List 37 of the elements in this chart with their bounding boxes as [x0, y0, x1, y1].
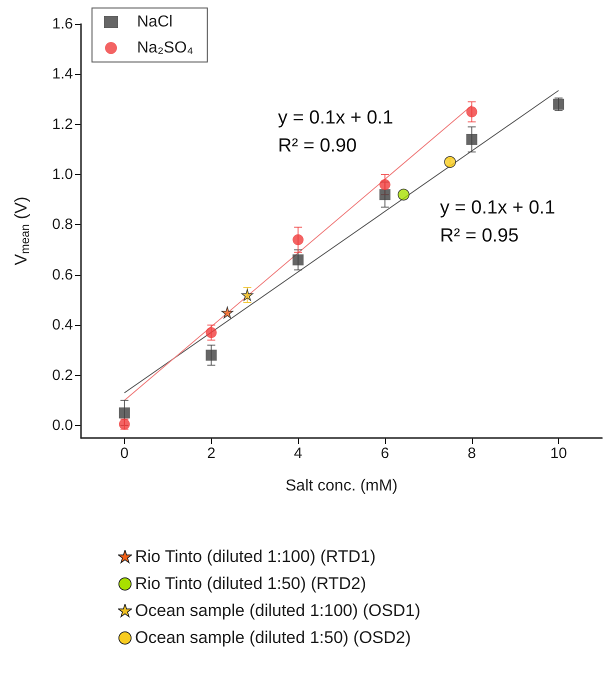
point	[206, 350, 217, 361]
legend-label: Na₂SO₄	[137, 40, 194, 56]
y-tick-label: 0.8	[52, 216, 73, 234]
legend-label: Rio Tinto (diluted 1:100) (RTD1)	[135, 546, 376, 566]
point	[398, 188, 410, 201]
y-axis-title: Vmean (V)	[12, 196, 32, 266]
point	[292, 254, 304, 266]
y-tick-label: 1.6	[52, 16, 73, 32]
y-tick-label: 1.4	[52, 66, 73, 83]
x-tick-label: 2	[207, 445, 216, 462]
point	[292, 234, 304, 246]
point	[466, 134, 478, 145]
x-tick-label: 8	[468, 445, 476, 462]
point	[241, 289, 254, 301]
x-axis-title: Salt conc. (mM)	[285, 478, 398, 494]
legend-label: Rio Tinto (diluted 1:50) (RTD2)	[135, 574, 366, 594]
x-tick-label: 0	[120, 445, 129, 462]
y-tick-label: 0.2	[52, 366, 73, 384]
x-tick-label: 4	[294, 445, 302, 462]
annotation: y = 0.1x + 0.1 R² = 0.90	[278, 108, 394, 156]
point	[221, 306, 234, 318]
y-tick-label: 0.6	[52, 266, 73, 284]
x-tick-label: 6	[380, 445, 390, 462]
point	[379, 179, 390, 190]
point	[379, 189, 390, 200]
y-tick-label: 1.0	[52, 166, 73, 184]
annotation: y = 0.1x + 0.1 R² = 0.95	[440, 198, 556, 246]
y-tick-label: 1.2	[52, 116, 73, 133]
legend-label: Ocean sample (diluted 1:100) (OSD1)	[135, 600, 420, 620]
legend-label: Ocean sample (diluted 1:50) (OSD2)	[135, 628, 411, 648]
x-tick-label: 10	[550, 445, 567, 462]
point	[206, 327, 217, 338]
y-tick-label: 0.4	[52, 316, 73, 334]
point	[466, 106, 478, 118]
point	[118, 407, 130, 418]
y-tick-label: 0.0	[52, 416, 73, 434]
legend-label: NaCl	[137, 14, 173, 30]
